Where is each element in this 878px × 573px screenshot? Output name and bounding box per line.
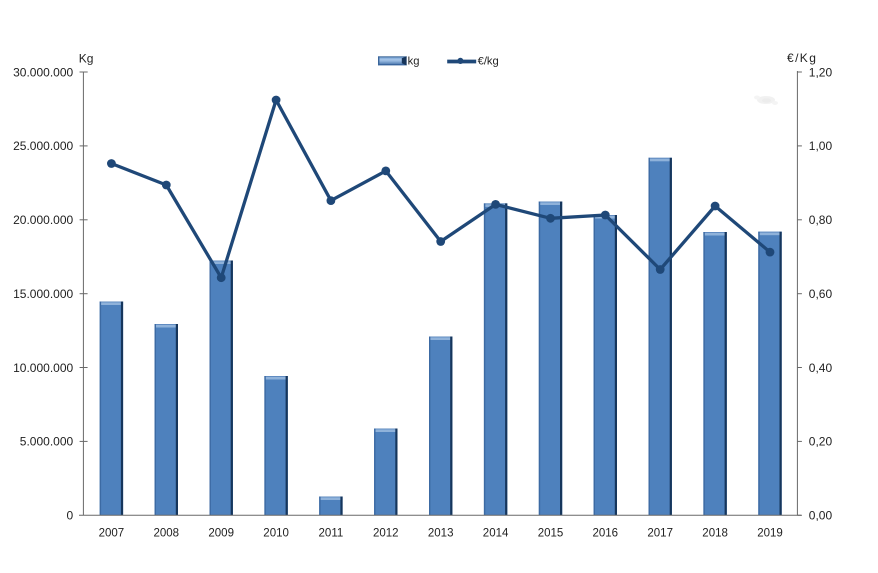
svg-text:20.000.000: 20.000.000: [13, 213, 73, 227]
svg-text:1,00: 1,00: [809, 139, 833, 153]
svg-text:2010: 2010: [263, 528, 289, 540]
svg-text:30.000.000: 30.000.000: [13, 65, 73, 79]
svg-text:2016: 2016: [593, 528, 619, 540]
svg-text:2007: 2007: [99, 528, 125, 540]
svg-text:0,40: 0,40: [809, 361, 833, 375]
svg-text:2017: 2017: [647, 528, 673, 540]
svg-text:0,20: 0,20: [809, 435, 833, 449]
svg-text:2009: 2009: [208, 528, 234, 540]
svg-text:0,00: 0,00: [809, 509, 833, 523]
svg-text:€/kg: €/kg: [478, 55, 499, 67]
svg-text:2013: 2013: [428, 528, 454, 540]
svg-text:15.000.000: 15.000.000: [13, 287, 73, 301]
svg-text:2008: 2008: [154, 528, 180, 540]
svg-text:25.000.000: 25.000.000: [13, 139, 73, 153]
svg-text:kg: kg: [408, 55, 420, 67]
svg-text:5.000.000: 5.000.000: [20, 435, 74, 449]
svg-text:2014: 2014: [483, 528, 509, 540]
svg-text:1,20: 1,20: [809, 65, 833, 79]
svg-text:2011: 2011: [319, 528, 344, 540]
svg-text:2019: 2019: [757, 528, 783, 540]
svg-text:2015: 2015: [538, 528, 564, 540]
svg-text:0,60: 0,60: [809, 287, 833, 301]
svg-text:10.000.000: 10.000.000: [13, 361, 73, 375]
svg-text:0,80: 0,80: [809, 213, 833, 227]
svg-text:2012: 2012: [373, 528, 399, 540]
svg-text:2018: 2018: [702, 528, 728, 540]
svg-text:0: 0: [67, 509, 74, 523]
svg-text:€/Kg: €/Kg: [787, 51, 817, 65]
svg-text:Kg: Kg: [79, 51, 94, 65]
